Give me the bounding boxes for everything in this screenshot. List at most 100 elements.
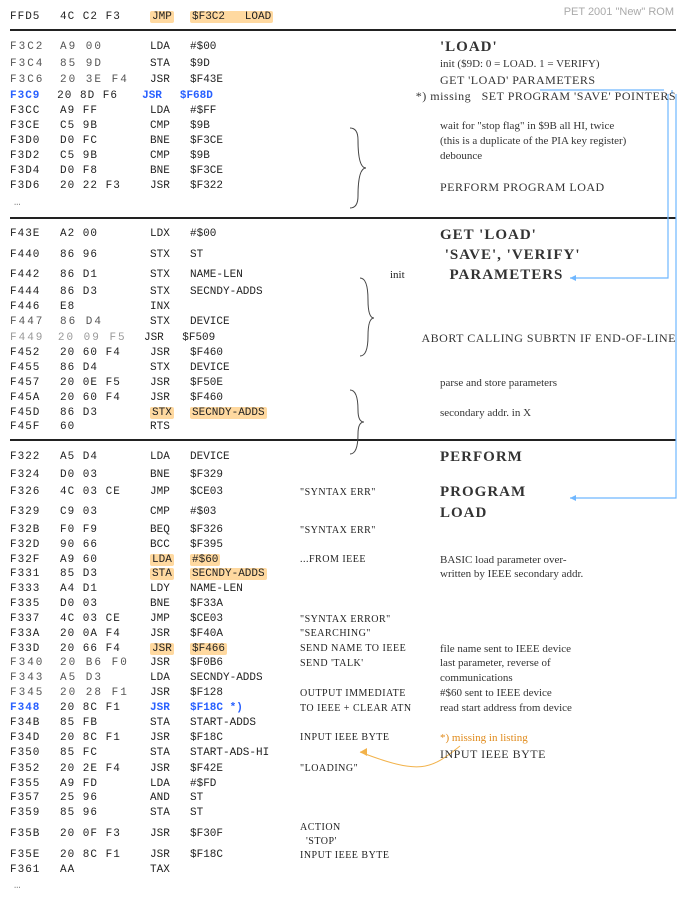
mnemonic: JSR: [150, 656, 190, 671]
mnemonic: JSR: [150, 627, 190, 642]
mnemonic: BNE: [150, 134, 190, 149]
asm-row: F44920 09 F5JSR$F509ABORT CALLING SUBRTN…: [10, 330, 676, 346]
hex-bytes: 20 3E F4: [60, 73, 150, 88]
addr: F343: [10, 671, 60, 686]
mnemonic: JMP: [150, 10, 190, 25]
operand: START-ADDS: [190, 716, 300, 731]
mnemonic: STX: [150, 268, 190, 283]
margin-note: PROGRAM: [440, 482, 676, 502]
operand: DEVICE: [190, 315, 300, 330]
margin-note: PERFORM: [440, 447, 676, 467]
hex-bytes: E8: [60, 300, 150, 315]
hex-bytes: 20 09 F5: [58, 331, 144, 346]
asm-row: F361AATAX: [10, 863, 676, 878]
margin-note: file name sent to IEEE device: [440, 642, 676, 657]
inline-annotation: OUTPUT IMMEDIATE: [300, 687, 440, 701]
asm-row: initF44286 D1STXNAME-LEN PARAMETERS: [10, 265, 676, 285]
hex-bytes: 4C 03 CE: [60, 485, 150, 500]
asm-row: F43EA2 00LDX#$00GET 'LOAD': [10, 225, 676, 245]
mnemonic: JSR: [150, 73, 190, 88]
hex-bytes: 20 60 F4: [60, 346, 150, 361]
margin-note: secondary addr. in X: [440, 406, 676, 421]
asm-row: F335D0 03BNE$F33A: [10, 597, 676, 612]
addr: F32F: [10, 553, 60, 568]
margin-note: GET 'LOAD': [440, 225, 676, 245]
asm-row: F33185 D3STASECNDY-ADDSwritten by IEEE s…: [10, 567, 676, 582]
asm-row: F3C920 8D F6JSR$F68D*) missing SET PROGR…: [10, 88, 676, 104]
addr: F3D0: [10, 134, 60, 149]
hex-bytes: 20 8D F6: [57, 89, 142, 104]
hex-bytes: 85 FC: [60, 746, 150, 761]
asm-row: F35E20 8C F1JSR$F18CINPUT IEEE BYTE: [10, 848, 676, 863]
margin-note: parse and store parameters: [440, 376, 676, 391]
operand: DEVICE: [190, 450, 300, 465]
hex-bytes: 20 8C F1: [60, 731, 150, 746]
section-rule: [10, 29, 676, 31]
asm-row: F35725 96ANDST: [10, 791, 676, 806]
operand: #$FF: [190, 104, 300, 119]
operand: $F68D: [180, 89, 284, 104]
addr: F455: [10, 361, 60, 376]
inline-annotation: "SYNTAX ERR": [300, 486, 440, 500]
margin-note: last parameter, reverse of: [440, 656, 676, 671]
inline-annotation: SEND 'TALK': [300, 657, 440, 671]
asm-row: F3D620 22 F3JSR$F322PERFORM PROGRAM LOAD: [10, 179, 676, 195]
disassembly-listing: FFD54C C2 F3JMP$F3C2 LOADF3C2A9 00LDA#$0…: [10, 10, 676, 896]
mnemonic: JSR: [150, 686, 190, 701]
margin-note: ABORT CALLING SUBRTN IF END-OF-LINE: [422, 330, 677, 346]
mnemonic: AND: [150, 791, 190, 806]
operand: $F3CE: [190, 164, 300, 179]
mnemonic: STA: [150, 716, 190, 731]
addr: F352: [10, 762, 60, 777]
mnemonic: JSR: [142, 89, 180, 104]
addr: F34D: [10, 731, 60, 746]
mnemonic: BNE: [150, 468, 190, 483]
margin-note: PERFORM PROGRAM LOAD: [440, 179, 676, 195]
operand: DEVICE: [190, 361, 300, 376]
asm-row: F32FA9 60LDA#$60...FROM IEEEBASIC load p…: [10, 553, 676, 568]
inline-annotation: INPUT IEEE BYTE: [300, 731, 440, 745]
operand: $F395: [190, 538, 300, 553]
operand: #$00: [190, 40, 300, 55]
hex-bytes: A9 00: [60, 40, 150, 55]
hex-bytes: A9 FD: [60, 777, 150, 792]
asm-row: F3374C 03 CEJMP$CE03"SYNTAX ERROR": [10, 612, 676, 627]
addr: F3CE: [10, 119, 60, 134]
inline-annotation: "LOADING": [300, 762, 440, 776]
asm-row: F32BF0 F9BEQ$F326"SYNTAX ERR": [10, 523, 676, 538]
asm-row: F45D86 D3STXSECNDY-ADDSsecondary addr. i…: [10, 406, 676, 421]
hex-bytes: 20 2E F4: [60, 762, 150, 777]
ellipsis: …: [10, 195, 676, 213]
mnemonic: CMP: [150, 505, 190, 520]
hex-bytes: A5 D3: [60, 671, 150, 686]
asm-row: F45220 60 F4JSR$F460: [10, 346, 676, 361]
inline-annotation: SEND NAME TO IEEE: [300, 642, 440, 656]
margin-note: *) missing in listing: [440, 731, 676, 746]
addr: F357: [10, 791, 60, 806]
asm-row: F3CCA9 FFLDA#$FF: [10, 104, 676, 119]
mnemonic: BNE: [150, 597, 190, 612]
inline-annotation: "SYNTAX ERROR": [300, 613, 440, 627]
asm-row: F34B85 FBSTASTART-ADDS: [10, 716, 676, 731]
mnemonic: STX: [150, 248, 190, 263]
asm-row: F446E8INX: [10, 300, 676, 315]
asm-row: F324D0 03BNE$F329: [10, 468, 676, 483]
mnemonic: LDA: [150, 671, 190, 686]
mnemonic: TAX: [150, 863, 190, 878]
asm-row: F343A5 D3LDASECNDY-ADDScommunications: [10, 671, 676, 686]
operand: $F329: [190, 468, 300, 483]
addr: F440: [10, 248, 60, 263]
asm-row: F34520 28 F1JSR$F128OUTPUT IMMEDIATE#$60…: [10, 686, 676, 701]
operand: #$FD: [190, 777, 300, 792]
mnemonic: JSR: [150, 848, 190, 863]
hex-bytes: 4C 03 CE: [60, 612, 150, 627]
hex-bytes: 4C C2 F3: [60, 10, 150, 25]
operand: $9D: [190, 57, 300, 72]
hex-bytes: 20 0E F5: [60, 376, 150, 391]
addr: F32D: [10, 538, 60, 553]
margin-note: debounce: [440, 149, 676, 164]
hex-bytes: 20 66 F4: [60, 642, 150, 657]
hex-bytes: 20 8C F1: [60, 701, 150, 716]
operand: #$00: [190, 227, 300, 242]
section-rule: [10, 217, 676, 219]
